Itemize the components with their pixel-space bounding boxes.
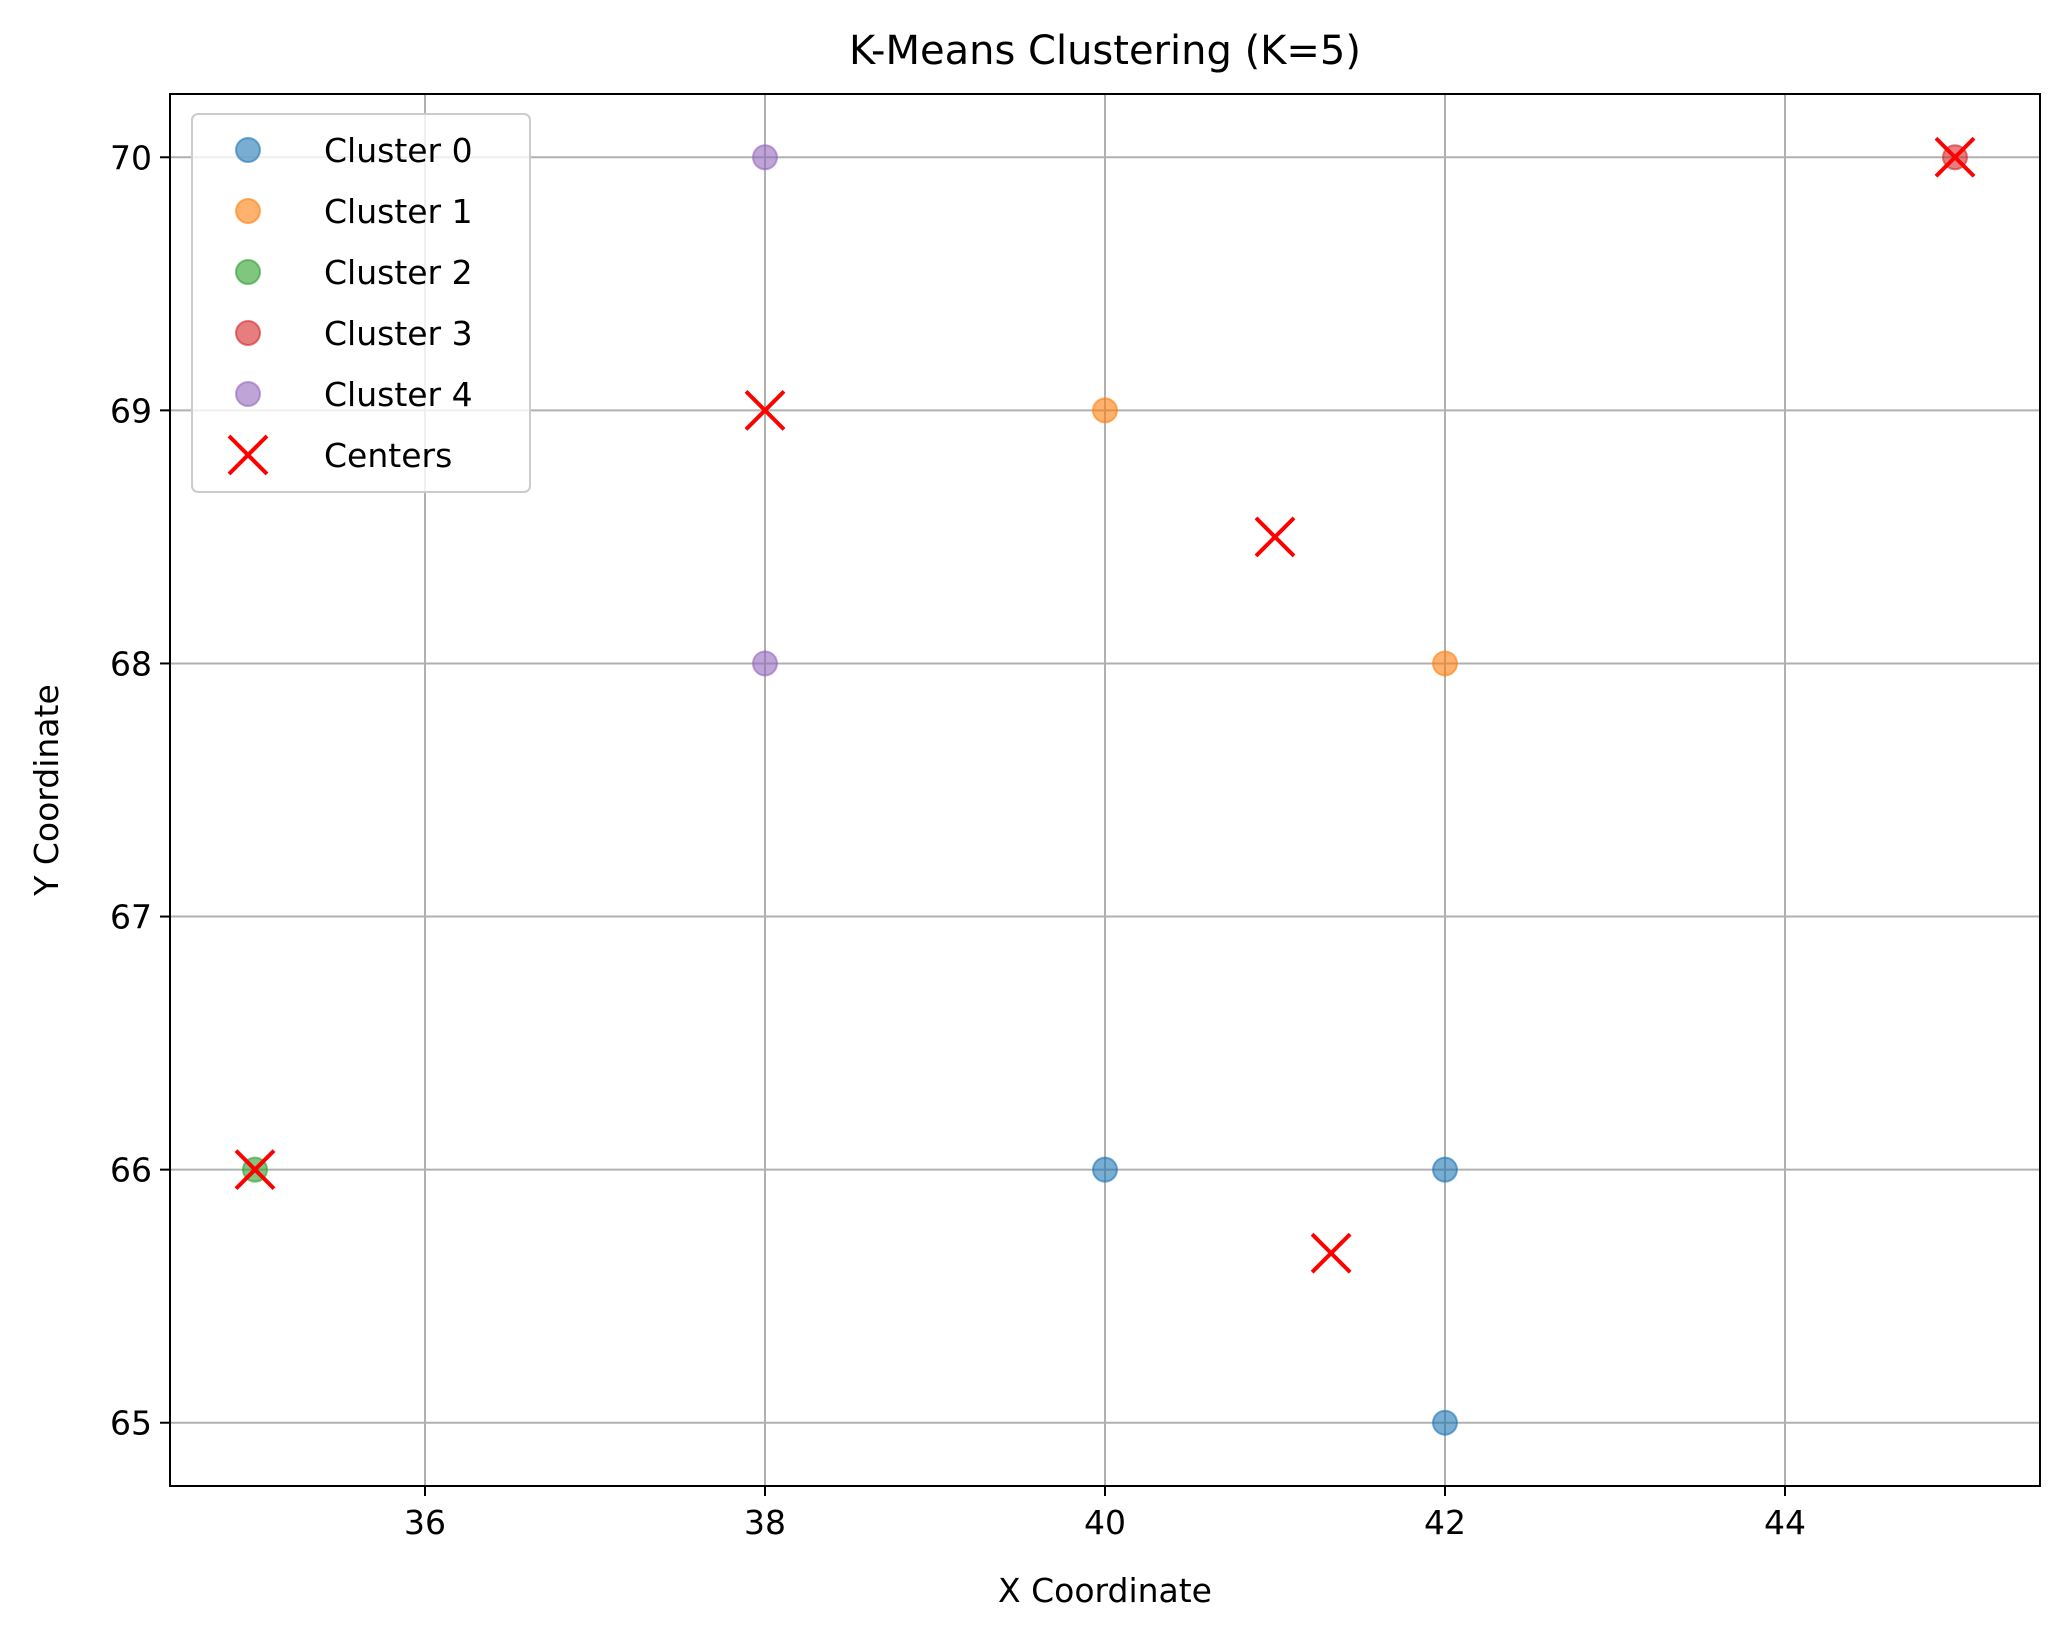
points-layer <box>234 136 1976 1436</box>
y-axis-title: Y Coordinate <box>27 684 66 897</box>
x-tick-label: 42 <box>1424 1503 1466 1542</box>
cluster-4-point <box>752 650 778 677</box>
y-tick-label: 70 <box>110 138 152 177</box>
legend-label-cluster-0: Cluster 0 <box>324 131 473 170</box>
legend-label-centers: Centers <box>324 436 452 475</box>
y-tick-label: 65 <box>110 1404 152 1443</box>
cluster-0-point <box>1432 1156 1458 1183</box>
cluster-1-point <box>1432 650 1458 677</box>
y-tick-label: 68 <box>110 644 152 683</box>
legend-marker-cluster-0 <box>235 137 261 163</box>
center-marker <box>1934 136 1976 178</box>
center-marker <box>1254 516 1296 558</box>
center-marker-stroke <box>1934 136 1976 178</box>
cluster-0-point <box>1092 1156 1118 1183</box>
legend-marker-cluster-4 <box>235 381 261 407</box>
y-tick-label: 69 <box>110 391 152 430</box>
center-marker-stroke <box>234 1149 276 1191</box>
legend-marker-cluster-1 <box>235 198 261 224</box>
cluster-0-point <box>1432 1409 1458 1436</box>
legend-marker-cluster-3 <box>235 320 261 346</box>
legend-box <box>191 113 531 493</box>
ticks-layer: 36 38 40 42 44 65 66 67 68 69 70 <box>110 138 1806 1542</box>
legend-label-cluster-2: Cluster 2 <box>324 253 473 292</box>
legend-label-cluster-4: Cluster 4 <box>324 375 473 414</box>
legend-label-cluster-1: Cluster 1 <box>324 192 473 231</box>
legend-marker-stroke <box>227 434 269 476</box>
legend-label-cluster-3: Cluster 3 <box>324 314 473 353</box>
x-tick-label: 36 <box>404 1503 446 1542</box>
x-tick-label: 38 <box>744 1503 786 1542</box>
center-marker-stroke <box>1254 516 1296 558</box>
cluster-4-point <box>752 144 778 171</box>
chart-title: K-Means Clustering (K=5) <box>849 28 1361 74</box>
x-tick-label: 40 <box>1084 1503 1126 1542</box>
x-tick-label: 44 <box>1764 1503 1806 1542</box>
cluster-1-point <box>1092 397 1118 424</box>
center-marker-stroke <box>1310 1232 1352 1274</box>
center-marker <box>744 389 786 431</box>
y-tick-label: 66 <box>110 1151 152 1190</box>
center-marker-stroke <box>744 389 786 431</box>
x-axis-title: X Coordinate <box>998 1571 1212 1610</box>
legend-marker-cluster-2 <box>235 259 261 285</box>
y-tick-label: 67 <box>110 898 152 937</box>
legend-marker-centers <box>227 434 269 476</box>
legend: Cluster 0 Cluster 1 Cluster 2 Cluster 3 Clus… <box>191 113 531 493</box>
center-marker <box>1310 1232 1352 1274</box>
center-marker <box>234 1149 276 1191</box>
